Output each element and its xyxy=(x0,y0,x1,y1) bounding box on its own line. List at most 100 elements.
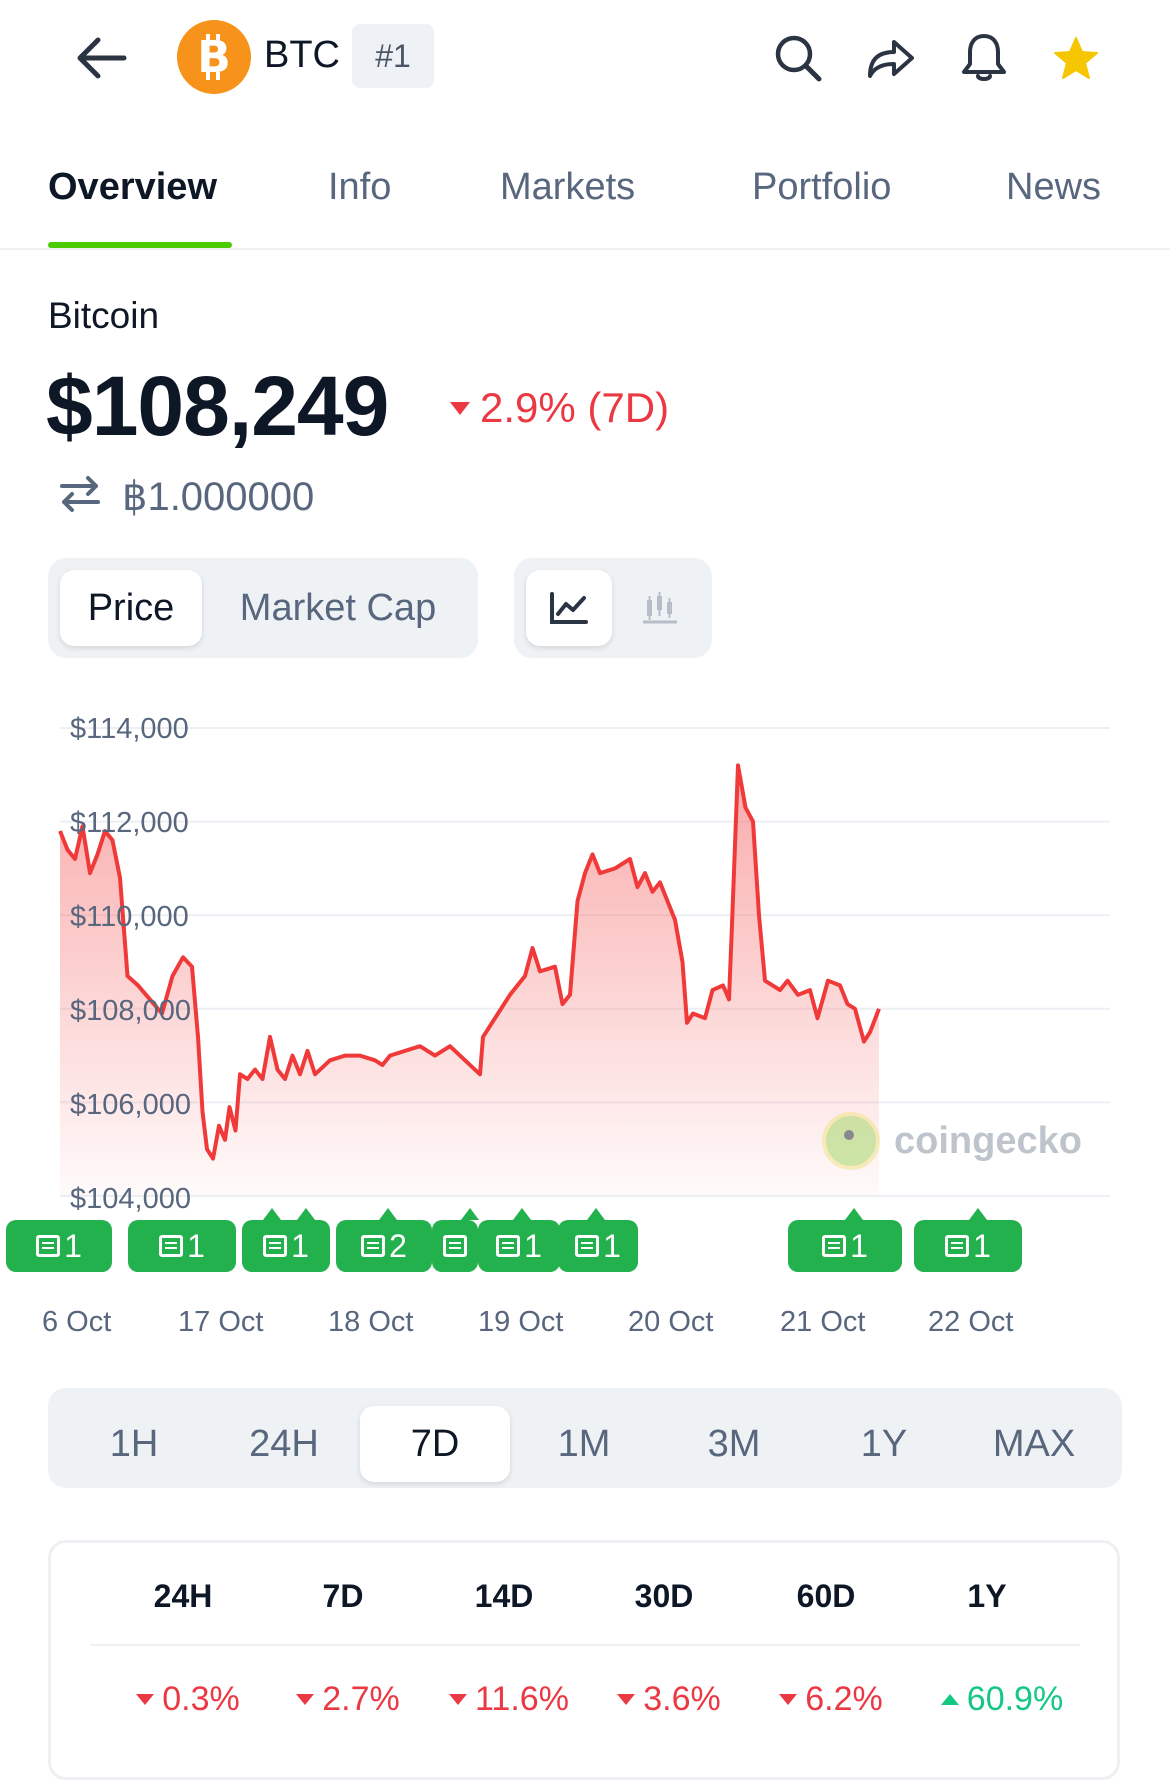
range-3m[interactable]: 3M xyxy=(707,1422,761,1465)
news-marker-pointer xyxy=(513,1208,531,1220)
bitcoin-logo-icon: B xyxy=(177,20,251,94)
range-1y[interactable]: 1Y xyxy=(860,1422,908,1465)
caret-down-icon xyxy=(617,1694,636,1705)
coin-symbol: BTC xyxy=(264,34,340,76)
news-icon xyxy=(496,1235,521,1257)
perf-header-24h: 24H xyxy=(153,1578,213,1614)
caret-down-icon xyxy=(779,1694,798,1705)
news-icon xyxy=(443,1235,467,1257)
y-tick-label: $104,000 xyxy=(70,1183,191,1215)
news-icon xyxy=(575,1235,600,1257)
news-marker[interactable]: 1 xyxy=(788,1220,902,1272)
x-tick-label: 6 Oct xyxy=(42,1306,112,1338)
btc-value: ฿1.000000 xyxy=(122,475,315,519)
tab-markets[interactable]: Markets xyxy=(500,166,636,208)
news-icon xyxy=(361,1235,386,1257)
perf-header-30d: 30D xyxy=(634,1578,694,1614)
search-icon[interactable] xyxy=(762,22,834,94)
news-icon xyxy=(159,1235,184,1257)
back-arrow-icon[interactable] xyxy=(64,22,136,94)
price-area xyxy=(60,765,879,1196)
news-marker-pointer xyxy=(263,1208,281,1220)
news-marker[interactable]: 1 xyxy=(6,1220,112,1272)
news-marker-pointer xyxy=(461,1208,479,1220)
news-marker-pointer xyxy=(969,1208,987,1220)
time-range-selector xyxy=(48,1388,1122,1488)
perf-header-14d: 14D xyxy=(474,1578,534,1614)
x-tick-label: 21 Oct xyxy=(780,1306,866,1338)
svg-text:B: B xyxy=(197,32,231,82)
perf-value-1y: 60.9% xyxy=(917,1680,1087,1719)
y-tick-label: $114,000 xyxy=(70,713,189,745)
news-marker-pointer xyxy=(587,1208,605,1220)
price-change-value: 2.9% (7D) xyxy=(480,384,670,431)
tab-divider xyxy=(0,248,1170,250)
news-marker[interactable]: 1 xyxy=(128,1220,236,1272)
coin-name: Bitcoin xyxy=(48,295,160,336)
perf-header-1y: 1Y xyxy=(967,1578,1007,1614)
coingecko-logo-icon xyxy=(822,1112,880,1170)
active-tab-indicator xyxy=(48,242,232,248)
news-marker[interactable]: 1 xyxy=(914,1220,1022,1272)
perf-value-7d: 2.7% xyxy=(263,1680,433,1719)
rank-badge: #1 xyxy=(352,24,434,88)
line-chart-button[interactable] xyxy=(526,570,612,646)
tab-overview[interactable]: Overview xyxy=(48,166,217,208)
caret-down-icon xyxy=(296,1694,315,1705)
news-marker-pointer xyxy=(379,1208,397,1220)
news-marker-pointer xyxy=(297,1208,315,1220)
bell-icon[interactable] xyxy=(948,22,1020,94)
caret-down-icon xyxy=(449,1694,468,1705)
x-tick-label: 22 Oct xyxy=(928,1306,1014,1338)
y-tick-label: $106,000 xyxy=(70,1089,191,1121)
y-tick-label: $110,000 xyxy=(70,901,189,933)
tab-portfolio[interactable]: Portfolio xyxy=(752,166,892,208)
news-icon xyxy=(36,1235,61,1257)
range-7d[interactable]: 7D xyxy=(360,1406,510,1482)
candlestick-icon xyxy=(643,592,677,624)
price-line xyxy=(58,763,881,1161)
star-icon[interactable] xyxy=(1040,22,1112,94)
x-tick-label: 18 Oct xyxy=(328,1306,414,1338)
candlestick-chart-button[interactable] xyxy=(620,570,700,646)
perf-value-24h: 0.3% xyxy=(103,1680,273,1719)
price-chart[interactable] xyxy=(0,700,1170,1220)
swap-icon[interactable] xyxy=(58,472,102,516)
price-change: 2.9% (7D) xyxy=(450,384,669,432)
tab-info[interactable]: Info xyxy=(328,166,392,208)
x-tick-label: 19 Oct xyxy=(478,1306,564,1338)
perf-header-7d: 7D xyxy=(322,1578,364,1614)
range-1m[interactable]: 1M xyxy=(557,1422,611,1465)
news-icon xyxy=(945,1235,970,1257)
perf-divider xyxy=(90,1644,1080,1646)
share-icon[interactable] xyxy=(854,22,926,94)
watermark-text: coingecko xyxy=(894,1119,1082,1162)
news-marker[interactable]: 1 xyxy=(558,1220,638,1272)
news-marker[interactable]: 1 xyxy=(478,1220,560,1272)
perf-header-60d: 60D xyxy=(796,1578,856,1614)
perf-value-14d: 11.6% xyxy=(424,1680,594,1719)
current-price: $108,249 xyxy=(46,359,389,453)
x-tick-label: 17 Oct xyxy=(178,1306,264,1338)
chart-type-toggle xyxy=(514,558,712,658)
range-max[interactable]: MAX xyxy=(992,1422,1076,1465)
price-toggle-button[interactable]: Price xyxy=(60,570,202,646)
chart-metric-toggle: Price Market Cap xyxy=(48,558,478,658)
news-marker[interactable] xyxy=(432,1220,478,1272)
line-chart-icon xyxy=(550,592,588,624)
news-icon xyxy=(263,1235,288,1257)
range-24h[interactable]: 24H xyxy=(249,1422,319,1465)
performance-table xyxy=(48,1540,1120,1780)
y-tick-label: $108,000 xyxy=(70,995,191,1027)
news-marker[interactable]: 1 xyxy=(242,1220,330,1272)
market-cap-toggle-button[interactable]: Market Cap xyxy=(239,586,437,629)
tab-news[interactable]: News xyxy=(1006,166,1102,208)
news-icon xyxy=(822,1235,847,1257)
coingecko-watermark: coingecko xyxy=(822,1112,1082,1170)
range-1h[interactable]: 1H xyxy=(109,1422,159,1465)
perf-value-60d: 6.2% xyxy=(746,1680,916,1719)
news-marker-pointer xyxy=(845,1208,863,1220)
caret-down-icon xyxy=(136,1694,155,1705)
news-marker[interactable]: 2 xyxy=(336,1220,432,1272)
caret-down-icon xyxy=(450,401,470,415)
